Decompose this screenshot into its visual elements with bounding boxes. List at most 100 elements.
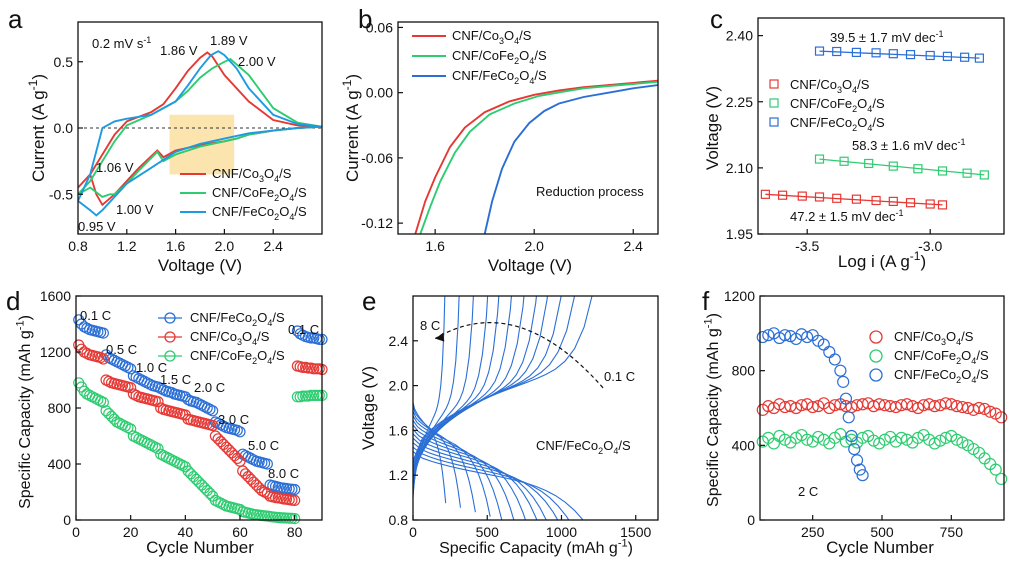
panel-letter: e [362,286,376,316]
data-point [962,168,972,178]
x-axis-label: Cycle Number [826,538,934,557]
slope-label: 58.3 ± 1.6 mV dec-1​ [852,137,965,153]
data-point [152,443,164,455]
data-point [851,47,862,57]
data-point [823,401,836,415]
y-axis-label: Voltage (V) [703,86,722,170]
discharge-curve [413,433,538,520]
trend-arrowhead [435,332,445,342]
y-tick-label: 800 [48,400,72,416]
y-axis-label: Current (A g-1​) [26,74,48,182]
data-point [239,468,252,480]
x-tick-label: 2.0 [215,238,235,254]
data-point [832,193,842,203]
data-point [302,362,314,374]
data-point [989,463,1002,476]
peak-label: 1.86 V [160,43,198,58]
plot-frame [757,17,1005,235]
peak-label: 2.00 V [238,54,276,69]
data-point [850,454,864,467]
peak-label: 1.00 V [116,202,154,217]
y-tick-label: 0 [63,512,71,528]
y-tick-label: 2.4 [389,333,409,349]
data-point [806,400,819,414]
legend-label: CNF/Co3​O4​/S [190,329,270,347]
x-tick-label: 250 [801,524,825,540]
panel-c: c -3.5 -3.0 2.40 2.25 2.10 1.95 Log i (A g-1​) V… [703,4,1005,271]
data-point [839,392,853,405]
legend-label: CNF/Co3​O4​/S [894,329,974,347]
panel-letter: f [702,286,710,316]
data-point [152,396,164,408]
x-tick-label: 1.6 [425,238,445,254]
panel-letter: c [710,4,723,34]
legend-swatch [869,330,883,344]
data-point [218,438,230,450]
data-point [125,423,137,435]
data-point [895,431,908,444]
data-point [209,430,221,442]
data-point [913,164,923,174]
data-point [185,468,197,480]
fit-line-0 [765,193,943,206]
legend-label: CNF/CoFe2​O4​/S [452,48,547,66]
legend-label: CNF/CoFe2​O4​/S [894,348,989,366]
peak-label: 1.89 V [210,33,248,48]
data-point [237,465,249,477]
rate-label: 8 C [420,318,440,333]
data-point [939,397,952,410]
x-axis-label: Voltage (V) [488,256,572,275]
data-point [212,433,224,445]
data-point [313,333,325,345]
rate-label: 3.0 C [218,412,249,427]
panel-letter: b [358,4,372,34]
legend-label: CNF/FeCo2​O4​/S [790,115,885,133]
x-tick-label: 750 [940,524,964,540]
x-axis-label: Voltage (V) [158,256,242,275]
discharge-curve [413,451,584,520]
peak-label: 0.95 V [78,219,116,234]
rate-label: 0.1 C [604,369,635,384]
fit-line-1 [819,158,985,176]
data-point [942,51,953,61]
sample-label: CNF/FeCo2​O4​/S [536,438,631,456]
discharge-curve [413,428,527,520]
panel-letter: d [6,286,20,316]
data-point [871,48,881,58]
data-point [848,442,861,456]
data-point [888,196,898,206]
data-point [187,471,200,483]
data-point [845,429,858,443]
y-tick-label: 2.25 [726,94,753,110]
legend-swatch [769,117,779,127]
data-point [777,190,788,200]
data-point [814,154,825,164]
data-point [105,410,118,422]
data-point [789,401,803,415]
data-point [226,447,238,459]
x-tick-label: 2.4 [263,238,283,254]
data-point [220,441,232,453]
data-point [801,330,814,344]
y-axis-label: Specific Capacity (mAh g-1​) [703,313,722,507]
panel-b: b 1.6 2.0 2.4 0.06 0.00 -0.06 -0.12 Voltage (V) C… [340,4,659,275]
data-point [889,400,902,414]
data-point [297,361,309,373]
y-tick-label: 800 [732,363,756,379]
data-point [801,433,814,446]
data-point [853,463,866,476]
y-tick-label: 1200 [724,288,755,304]
data-point [956,400,969,414]
discharge-curve [413,442,559,520]
data-point [190,473,202,485]
data-point [864,158,874,169]
data-point [207,419,219,432]
data-point [937,166,948,176]
data-point [937,200,948,210]
x-tick-label: 20 [123,524,139,540]
x-tick-label: 60 [232,524,248,540]
data-point [97,327,109,339]
data-point [956,436,969,449]
data-point [204,487,216,499]
